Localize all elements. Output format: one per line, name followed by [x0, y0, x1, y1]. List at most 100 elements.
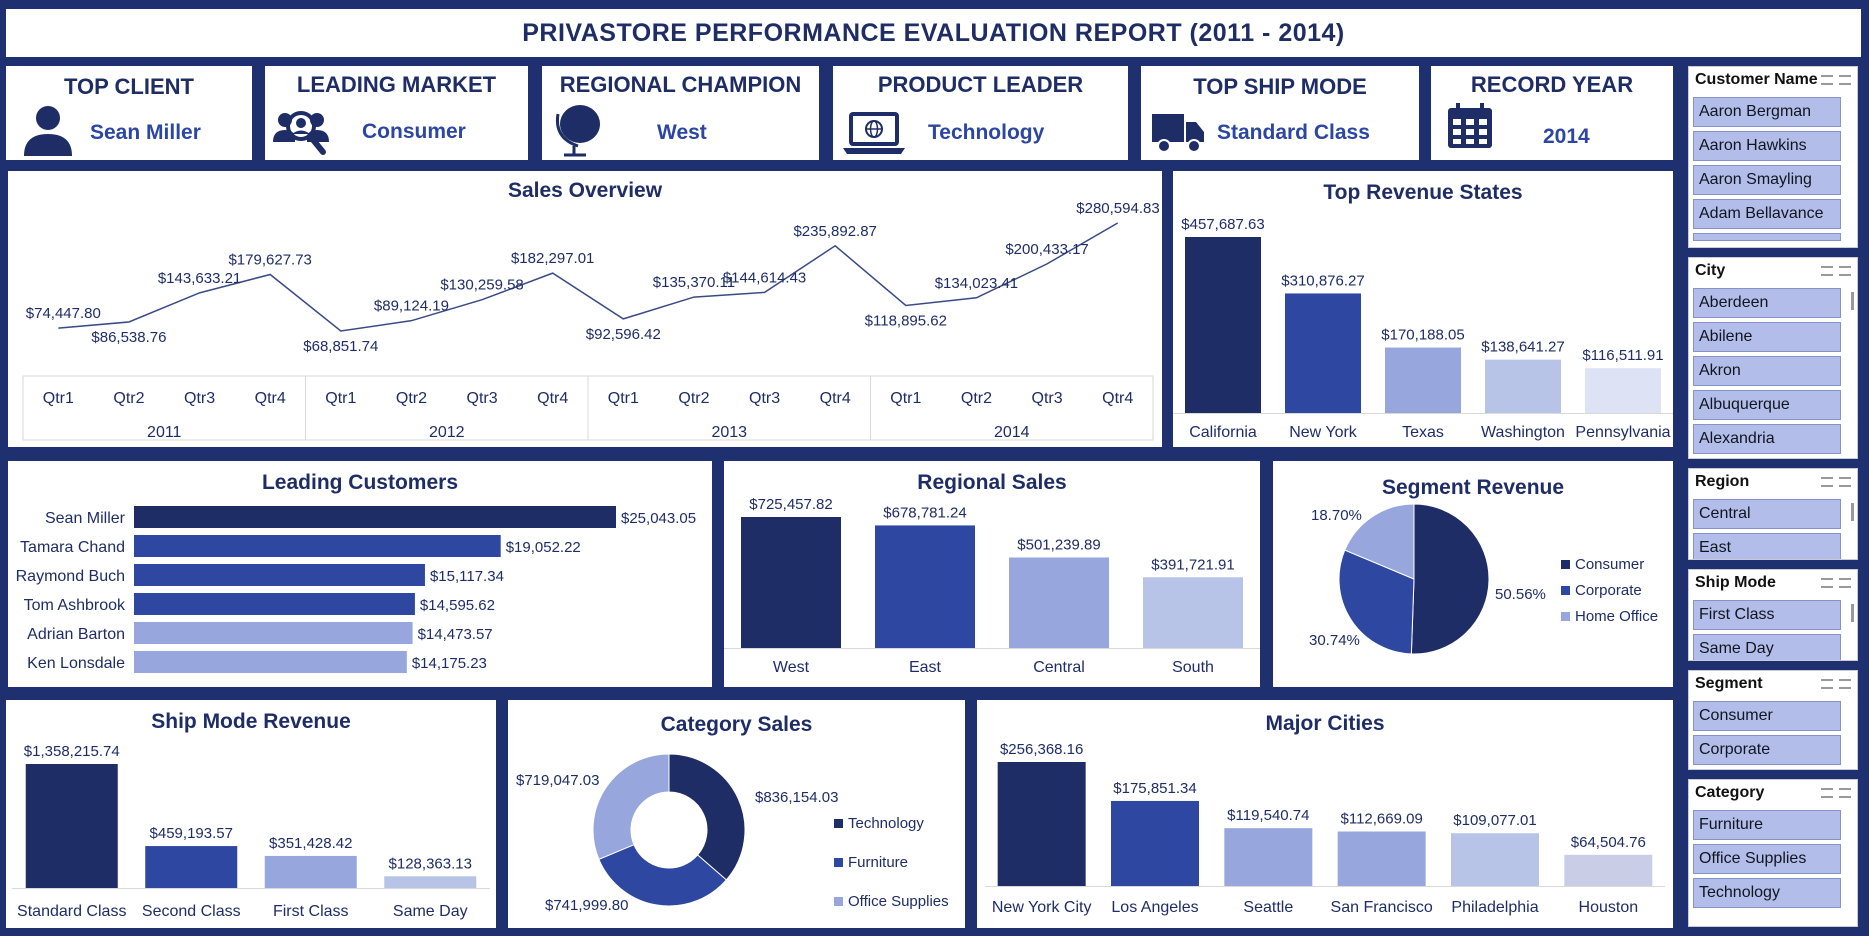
category-label: Standard Class [17, 903, 126, 920]
slicer-category[interactable]: Category Furniture Office Supplies Techn… [1688, 779, 1858, 927]
slicer-segment[interactable]: Segment Consumer Corporate [1688, 670, 1858, 770]
quarter-label: Qtr1 [325, 390, 356, 407]
slicer-title: Segment [1695, 675, 1763, 692]
data-label: $391,721.91 [1151, 556, 1234, 573]
slicer-item[interactable]: Adam Bellavance [1693, 199, 1841, 229]
quarter-label: Qtr4 [537, 390, 568, 407]
slicer-item[interactable]: Office Supplies [1693, 844, 1841, 874]
data-label: $112,669.09 [1341, 811, 1423, 828]
slicer-item[interactable]: Aaron Smayling [1693, 165, 1841, 195]
data-label: $14,473.57 [418, 626, 493, 643]
multi-select-icon[interactable] [1821, 75, 1851, 85]
category-label: Texas [1402, 424, 1444, 441]
slicer-item[interactable]: Technology [1693, 878, 1841, 908]
slicer-ship-mode[interactable]: Ship Mode First Class Same Day [1688, 569, 1858, 661]
leading-customers-panel: Leading Customers Sean Miller $25,043.05 T… [8, 461, 712, 687]
data-label: $351,428.42 [269, 835, 352, 852]
pie-slice [1344, 503, 1415, 580]
chart-title: Major Cities [1265, 712, 1385, 735]
slicer-region[interactable]: Region Central East [1688, 468, 1858, 560]
legend-swatch [1561, 560, 1570, 569]
slicer-item[interactable]: Aberdeen [1693, 288, 1841, 318]
data-label: $119,540.74 [1227, 807, 1309, 824]
data-label: $678,781.24 [883, 504, 966, 521]
quarter-label: Qtr2 [396, 390, 427, 407]
kpi-top-ship-mode: TOP SHIP MODE Standard Class [1141, 66, 1419, 160]
report-title: PRIVASTORE PERFORMANCE EVALUATION REPORT… [6, 9, 1861, 57]
multi-select-icon[interactable] [1821, 578, 1851, 588]
bar [741, 517, 841, 648]
pie-slice [592, 753, 670, 860]
legend-swatch [834, 858, 843, 867]
slicer-customer-name[interactable]: Customer Name Aaron Bergman Aaron Hawkin… [1688, 66, 1858, 248]
slicer-item[interactable]: First Class [1693, 600, 1841, 630]
bar [1009, 557, 1109, 648]
chart-title: Leading Customers [261, 471, 459, 494]
data-label: $501,239.89 [1017, 536, 1100, 553]
slicer-item[interactable]: Aaron Hawkins [1693, 131, 1841, 161]
kpi-value: Standard Class [1217, 121, 1370, 144]
category-label: East [909, 659, 942, 676]
slicer-item[interactable]: Central [1693, 499, 1841, 529]
multi-select-icon[interactable] [1821, 679, 1851, 689]
chart-title: Regional Sales [917, 471, 1067, 494]
data-label: $118,895.62 [865, 312, 947, 329]
slicer-item[interactable]: Furniture [1693, 810, 1841, 840]
bar [1185, 237, 1261, 413]
category-label: Pennsylvania [1575, 424, 1670, 441]
data-label: $144,614.43 [723, 269, 806, 286]
data-label: $836,154.03 [755, 789, 838, 806]
bar [134, 535, 501, 557]
category-label: Same Day [393, 903, 468, 920]
people-search-icon [273, 111, 329, 155]
slicer-item[interactable]: Consumer [1693, 701, 1841, 731]
legend-label: Home Office [1575, 608, 1658, 625]
legend-label: Furniture [848, 854, 908, 871]
sales-overview-panel: Sales Overview $74,447.80 $86,538.76 $143,… [8, 171, 1162, 447]
slicer-item[interactable]: Akron [1693, 356, 1841, 386]
multi-select-icon[interactable] [1821, 266, 1851, 276]
slicer-item[interactable]: East [1693, 533, 1841, 559]
category-label: Tamara Chand [20, 539, 125, 556]
ship-mode-chart: $1,358,215.74 Standard Class $459,193.57 Se… [12, 743, 490, 920]
quarter-label: Qtr3 [184, 390, 215, 407]
scrollbar[interactable] [1851, 604, 1854, 622]
data-label: $725,457.82 [749, 496, 832, 513]
category-label: New York [1289, 424, 1358, 441]
slicer-item[interactable]: Abilene [1693, 322, 1841, 352]
scrollbar[interactable] [1851, 503, 1854, 521]
kpi-value: Sean Miller [90, 121, 201, 144]
ship-mode-panel: Ship Mode Revenue $1,358,215.74 Standard … [6, 700, 496, 928]
multi-select-icon[interactable] [1821, 477, 1851, 487]
slicer-title: Category [1695, 784, 1765, 801]
slicer-item[interactable]: Same Day [1693, 634, 1841, 660]
slicer-item[interactable]: Aaron Bergman [1693, 97, 1841, 127]
slicer-item[interactable]: Albuquerque [1693, 390, 1841, 420]
quarter-label: Qtr2 [678, 390, 709, 407]
data-label: $175,851.34 [1113, 780, 1196, 797]
sales-line [58, 222, 1119, 332]
slicer-item[interactable] [1693, 233, 1841, 241]
data-label: $719,047.03 [516, 772, 599, 789]
bar [134, 593, 415, 615]
slicer-item[interactable]: Corporate [1693, 735, 1841, 765]
leading-customers-chart: Sean Miller $25,043.05 Tamara Chand $19,052… [16, 506, 696, 673]
quarter-label: Qtr2 [113, 390, 144, 407]
scrollbar[interactable] [1851, 292, 1854, 310]
pie-slice [598, 844, 728, 907]
slicer-item[interactable]: Alexandria [1693, 424, 1841, 454]
bar [264, 855, 357, 888]
quarter-label: Qtr4 [1102, 390, 1133, 407]
bar [384, 876, 477, 888]
chart-title: Category Sales [660, 713, 813, 736]
data-label: $170,188.05 [1381, 327, 1464, 344]
pie-slice [1338, 549, 1415, 655]
multi-select-icon[interactable] [1821, 788, 1851, 798]
category-label: California [1189, 424, 1257, 441]
bar [1564, 854, 1653, 886]
legend-swatch [1561, 612, 1570, 621]
slicer-city[interactable]: City Aberdeen Abilene Akron Albuquerque … [1688, 257, 1858, 459]
data-label: $25,043.05 [621, 510, 696, 527]
regional-sales-chart: $725,457.82 West $678,781.24 East $501,239.8… [724, 496, 1260, 676]
kpi-leading-market: LEADING MARKET Consumer [265, 66, 528, 160]
